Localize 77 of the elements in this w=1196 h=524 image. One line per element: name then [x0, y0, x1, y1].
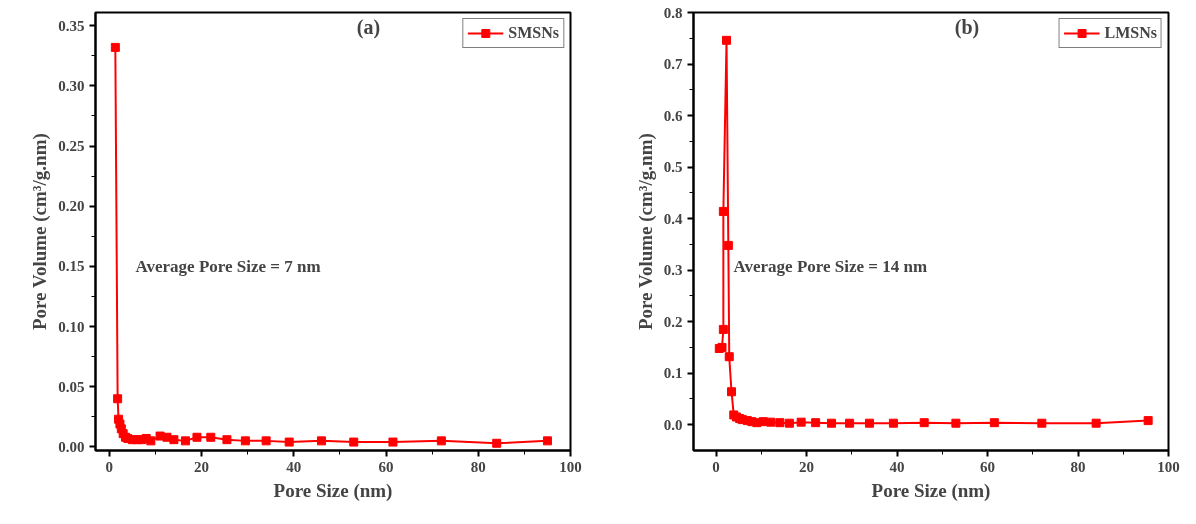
point: [723, 240, 733, 250]
x-tick-label: 20: [194, 458, 210, 475]
point: [542, 436, 552, 446]
point: [796, 417, 806, 427]
point: [180, 436, 190, 446]
y-tick-label: 0.35: [58, 17, 85, 34]
y-axis-title: Pore Volume (cm³/g.nm): [29, 133, 52, 331]
point: [110, 42, 120, 52]
point: [864, 418, 874, 428]
point: [206, 432, 216, 442]
x-tick-label: 80: [470, 458, 486, 475]
point: [775, 418, 785, 428]
y-axis-title: Pore Volume (cm³/g.nm): [634, 133, 657, 331]
y-tick-label: 0.15: [58, 258, 85, 275]
point: [1143, 416, 1153, 426]
point: [240, 436, 250, 446]
y-tick-label: 0.3: [663, 262, 683, 279]
point: [349, 437, 359, 447]
x-tick-label: 0: [712, 458, 720, 475]
point: [1091, 418, 1101, 428]
point: [192, 432, 202, 442]
point: [718, 206, 728, 216]
point: [919, 418, 929, 428]
x-tick-label: 40: [889, 458, 905, 475]
x-tick-label: 100: [559, 458, 582, 475]
x-tick-label: 60: [378, 458, 394, 475]
legend-label: SMSNs: [508, 24, 559, 42]
y-tick-label: 0.7: [663, 56, 683, 73]
point: [724, 352, 734, 362]
x-tick-label: 100: [1157, 458, 1180, 475]
point: [146, 436, 156, 446]
x-axis-title: Pore Size (nm): [871, 479, 991, 502]
x-tick-label: 20: [799, 458, 815, 475]
point: [951, 418, 961, 428]
y-tick-label: 0.20: [58, 198, 85, 215]
y-tick-label: 0.8: [663, 4, 683, 21]
point: [169, 435, 179, 445]
point: [826, 418, 836, 428]
point: [727, 387, 736, 397]
point: [113, 394, 123, 404]
point: [316, 436, 326, 446]
y-tick-label: 0.05: [58, 378, 85, 395]
point: [718, 324, 728, 334]
y-tick-label: 0.0: [663, 416, 683, 433]
point: [811, 418, 821, 428]
point: [784, 418, 794, 428]
point: [222, 435, 232, 445]
annotation: Average Pore Size = 7 nm: [135, 256, 321, 276]
point: [436, 436, 446, 446]
point: [888, 418, 898, 428]
y-tick-label: 0.5: [663, 159, 683, 176]
chart-title: (a): [356, 15, 381, 39]
point: [1037, 418, 1047, 428]
y-tick-label: 0.2: [663, 313, 683, 330]
x-tick-label: 80: [1070, 458, 1086, 475]
point: [388, 437, 398, 447]
chart-title: (b): [954, 15, 980, 39]
point: [261, 436, 271, 446]
point: [284, 437, 294, 447]
point: [492, 438, 502, 448]
y-tick-label: 0.25: [58, 138, 85, 155]
y-tick-label: 0.4: [663, 210, 683, 227]
point: [845, 418, 855, 428]
point: [989, 418, 999, 428]
point: [766, 417, 776, 427]
x-axis-title: Pore Size (nm): [273, 479, 393, 502]
y-tick-label: 0.1: [663, 365, 683, 382]
y-tick-label: 0.10: [58, 318, 85, 335]
x-tick-label: 60: [980, 458, 996, 475]
legend-label: LMSNs: [1104, 24, 1157, 42]
annotation: Average Pore Size = 14 nm: [733, 256, 928, 276]
point: [722, 35, 732, 45]
y-tick-label: 0.6: [663, 107, 683, 124]
x-tick-label: 40: [286, 458, 302, 475]
x-tick-label: 0: [105, 458, 114, 475]
y-tick-label: 0.30: [58, 77, 85, 94]
y-tick-label: 0.00: [58, 438, 85, 455]
